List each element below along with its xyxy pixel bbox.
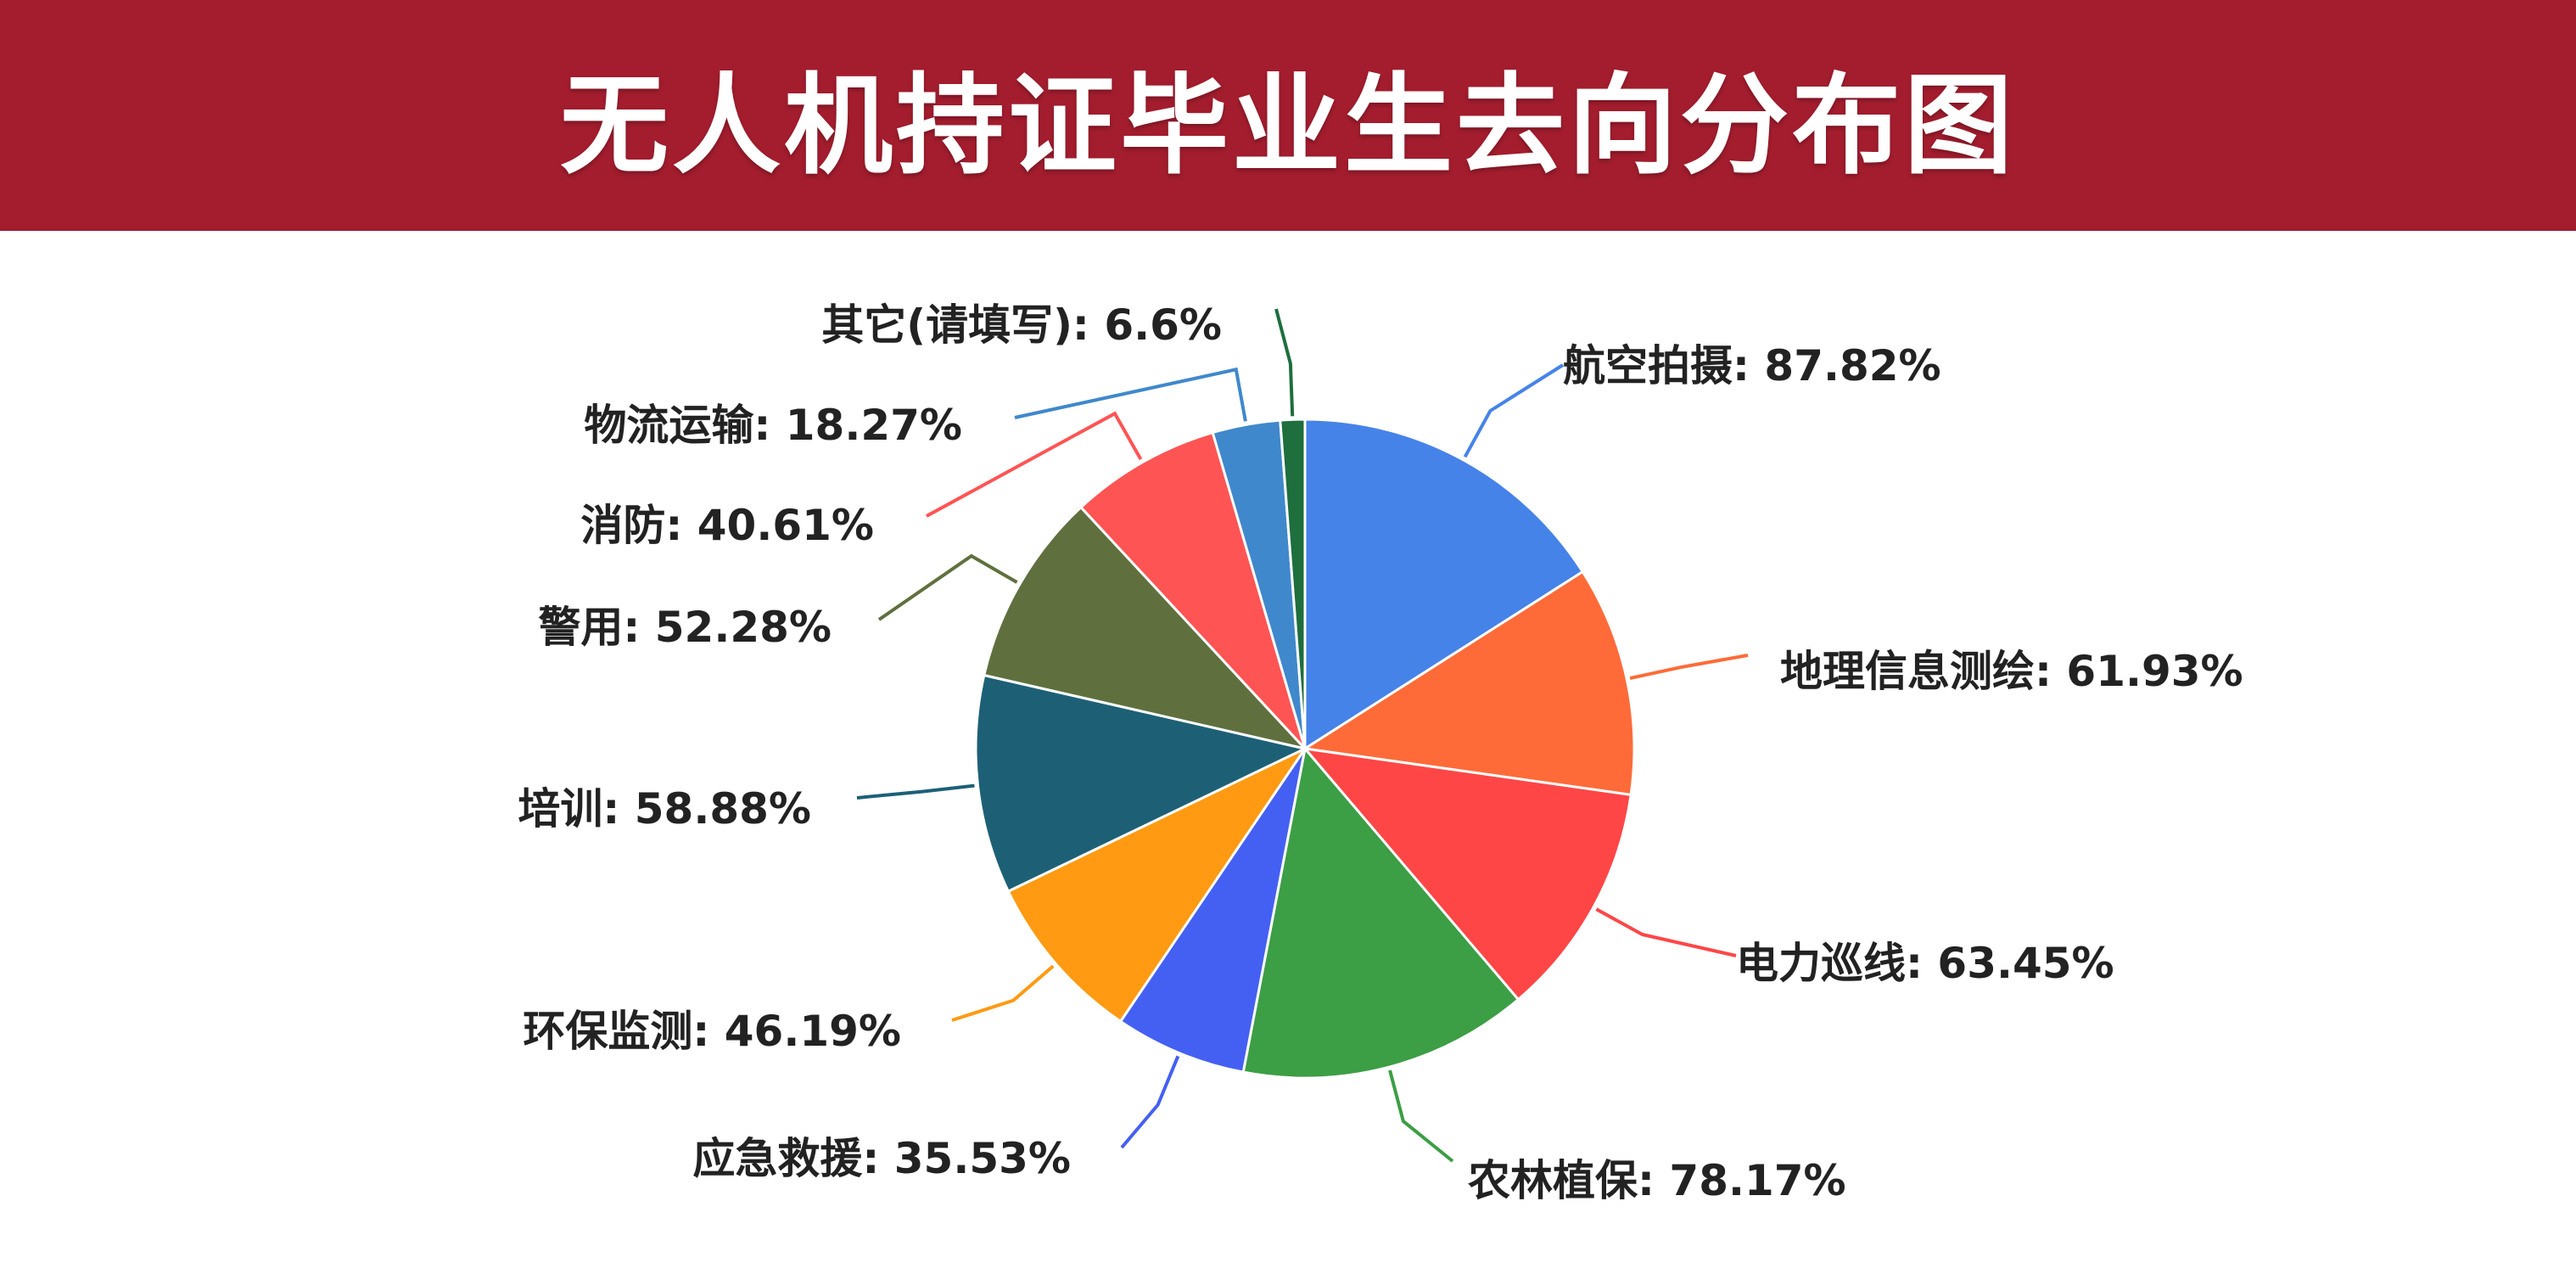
pie-slice	[1118, 748, 1307, 1074]
chart-title: 无人机持证毕业生去向分布图	[559, 62, 2016, 189]
slice-label: 应急救援: 35.53%	[692, 1134, 1071, 1183]
title-banner: 无人机持证毕业生去向分布图	[0, 0, 2576, 231]
slice-label: 警用: 52.28%	[538, 603, 832, 652]
slice-label: 其它(请填写): 6.6%	[821, 300, 1222, 350]
leader-line	[1274, 308, 1295, 417]
leader-line	[1595, 907, 1737, 957]
pie-slice	[1241, 745, 1520, 1080]
pie-slice	[1279, 418, 1307, 749]
leader-line	[877, 553, 1018, 621]
leader-line	[951, 964, 1055, 1022]
slice-label: 航空拍摄: 87.82%	[1563, 341, 1941, 390]
pie-slices	[974, 418, 1636, 1080]
pie-slice	[982, 505, 1309, 751]
slice-labels: 航空拍摄: 87.82% 地理信息测绘: 61.93% 电力巡线: 63.45% 农林…	[518, 300, 2243, 1205]
slice-label: 农林植保: 78.17%	[1468, 1156, 1846, 1205]
pie-slice	[1302, 746, 1632, 1002]
pie-slice	[974, 673, 1309, 894]
pie-slice	[1301, 570, 1636, 797]
leader-line	[1463, 363, 1565, 458]
slice-label: 电力巡线: 63.45%	[1736, 939, 2114, 988]
slice-label: 消防: 40.61%	[580, 501, 874, 550]
leader-line	[1388, 1069, 1454, 1163]
leader-line	[856, 783, 975, 800]
pie-slice	[1303, 418, 1585, 751]
leader-line	[1014, 367, 1247, 422]
slice-label: 培训: 58.88%	[518, 784, 811, 834]
leader-line	[1629, 654, 1749, 681]
slice-label: 环保监测: 46.19%	[523, 1007, 901, 1056]
leader-line	[1120, 1055, 1180, 1149]
pie-slice	[1006, 745, 1309, 1024]
pie-slice	[1078, 430, 1307, 750]
leader-line	[926, 411, 1143, 518]
slice-label: 物流运输: 18.27%	[584, 401, 962, 450]
slice-label: 地理信息测绘: 61.93%	[1780, 647, 2243, 696]
leader-lines	[856, 308, 1749, 1163]
